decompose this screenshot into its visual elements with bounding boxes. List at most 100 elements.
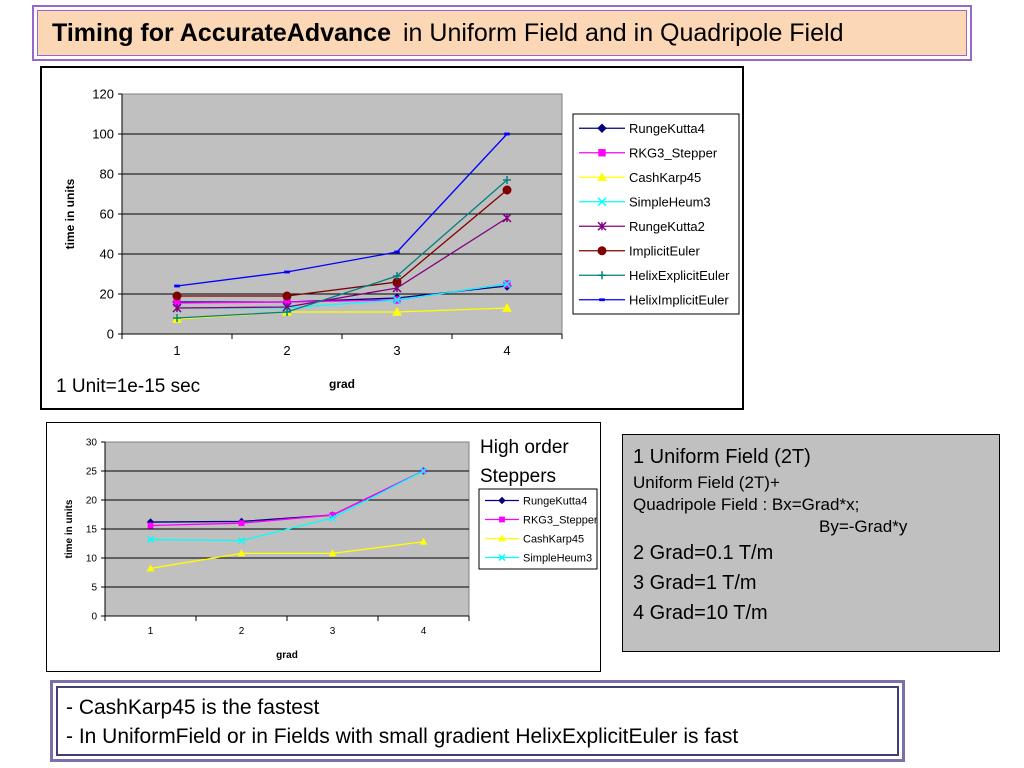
chart-high-order-steppers-svg: 0 5 10 15 20 25 30 1 2 3 4 grad time in units RungeKu… [64, 438, 598, 662]
slide-title-bold: Timing for AccurateAdvance [52, 18, 391, 47]
chart2-legend-label-rungekutta4: RungeKutta4 [523, 495, 587, 507]
chart2-y-tick-label: 25 [86, 467, 98, 478]
chart1-legend-label-simpleheum3: SimpleHeum3 [629, 194, 711, 209]
chart2-legend-entry-cashkarp45: CashKarp45 [485, 533, 584, 545]
chart1-series-impliciteuler [172, 185, 512, 301]
chart1-series-rungekutta2 [172, 213, 512, 313]
chart2-point-simpleheum3 [237, 537, 246, 545]
slide-title-rest: in Uniform Field and in Quadripole Field [402, 18, 844, 47]
chart2-legend-entry-simpleheum3: SimpleHeum3 [485, 552, 592, 564]
chart2-legend-label-simpleheum3: SimpleHeum3 [523, 552, 592, 564]
chart2-legend-marker-rungekutta4 [498, 496, 506, 505]
chart1-x-axis-title: grad [329, 377, 355, 391]
chart2-legend-marker-rkg3-stepper [499, 516, 505, 523]
chart1-legend-entry-rkg3-stepper: RKG3_Stepper [579, 145, 718, 160]
chart2-y-tick-label: 5 [91, 583, 97, 594]
chart1-y-tick-label: 80 [100, 167, 114, 182]
chart2-y-tick-label: 20 [86, 496, 98, 507]
slide-title-frame: Timing for AccurateAdvance in Uniform Fi… [32, 5, 972, 61]
chart1-legend-box [572, 113, 740, 315]
chart1-legend-marker-heliximpliciteuler [599, 298, 605, 302]
chart1-series-line-impliciteuler [177, 189, 508, 297]
chart2-legend-label-cashkarp45: CashKarp45 [523, 533, 584, 545]
chart1-legend-entry-cashkarp45: CashKarp45 [579, 170, 701, 185]
chart2-x-axis-title: grad [276, 650, 298, 661]
chart1-x-tick-label: 1 [173, 343, 180, 358]
chart1-legend-label-impliciteuler: ImplicitEuler [629, 243, 700, 258]
chart2-point-simpleheum3 [146, 535, 155, 543]
chart1-point-impliciteuler [172, 291, 182, 301]
case-1-label: 1 Uniform Field (2T) [633, 446, 811, 468]
chart1-legend-entry-impliciteuler: ImplicitEuler [579, 243, 700, 258]
high-order-annotation: High order Steppers [480, 433, 569, 491]
chart1-point-cashkarp45 [502, 302, 512, 312]
test-cases-legend: 1 Uniform Field (2T) Uniform Field (2T)+… [622, 434, 1000, 652]
chart1-legend-label-cashkarp45: CashKarp45 [629, 170, 701, 185]
chart1-y-tick-label: 100 [92, 127, 114, 142]
chart2-y-tick-label: 10 [86, 554, 98, 565]
chart1-legend-marker-rungekutta2 [597, 221, 607, 231]
chart2-point-cashkarp45 [328, 549, 337, 557]
chart1-y-tick-label: 60 [100, 207, 114, 222]
chart2-series-line-rkg3-stepper [150, 470, 424, 527]
chart2-legend-marker-cashkarp45 [498, 534, 506, 542]
chart1-legend-marker-cashkarp45 [597, 172, 607, 181]
chart1-point-helixexpliciteuler [173, 314, 181, 322]
chart-high-order-steppers: 0 5 10 15 20 25 30 1 2 3 4 grad time in units RungeKu… [46, 422, 601, 672]
chart2-legend-marker-simpleheum3 [498, 553, 506, 562]
chart1-point-heliximpliciteuler [394, 250, 400, 254]
chart1-legend-label-rungekutta2: RungeKutta2 [629, 219, 705, 234]
chart1-legend-entry-simpleheum3: SimpleHeum3 [579, 194, 711, 209]
chart1-legend-marker-helixexpliciteuler [598, 271, 606, 280]
chart1-point-impliciteuler [282, 291, 292, 301]
chart2-series-line-cashkarp45 [150, 541, 424, 570]
chart1-series-heliximpliciteuler [174, 132, 510, 288]
chart2-series-cashkarp45 [146, 537, 428, 572]
chart2-x-tick-label: 3 [330, 626, 336, 637]
chart1-legend: RungeKutta4 RKG3_Stepper CashKarp45 SimpleH… [572, 113, 740, 315]
chart1-point-impliciteuler [502, 185, 512, 195]
chart2-y-axis-title: time in units [64, 499, 75, 558]
conclusion-1: - CashKarp45 is the fastest [66, 696, 320, 719]
chart1-series-line-rungekutta2 [176, 217, 508, 309]
chart1-x-tick-label: 4 [503, 343, 510, 358]
chart1-x-tick-label: 2 [283, 343, 290, 358]
high-order-annotation-line2: Steppers [480, 466, 557, 487]
unit-note: 1 Unit=1e-15 sec [56, 376, 201, 397]
chart1-point-helixexpliciteuler [503, 176, 511, 184]
slide-title: Timing for AccurateAdvance in Uniform Fi… [37, 10, 967, 56]
chart2-point-rkg3-stepper [147, 522, 154, 529]
chart1-legend-entry-rungekutta4: RungeKutta4 [579, 121, 705, 136]
conclusions: - CashKarp45 is the fastest - In Uniform… [56, 686, 899, 756]
chart1-point-heliximpliciteuler [174, 284, 180, 288]
case-2-label: 2 Grad=0.1 T/m [633, 542, 774, 564]
chart-all-steppers-svg: 0 20 40 60 80 100 120 1 2 3 4 grad time in units Rung… [63, 87, 740, 391]
chart1-series-helixexpliciteuler [173, 176, 511, 322]
chart2-point-cashkarp45 [146, 564, 155, 572]
chart2-legend: RungeKutta4 RKG3_Stepper CashKarp45 SimpleH… [478, 488, 598, 570]
chart1-legend-marker-rungekutta4 [597, 123, 607, 133]
chart1-legend-entry-helixexpliciteuler: HelixExplicitEuler [579, 268, 730, 283]
chart1-point-helixexpliciteuler [283, 308, 291, 316]
chart1-y-tick-label: 40 [100, 247, 114, 262]
chart1-legend-marker-impliciteuler [597, 246, 607, 256]
chart2-y-tick-label: 0 [91, 612, 97, 623]
chart2-legend-entry-rungekutta4: RungeKutta4 [485, 495, 587, 507]
chart2-legend-entry-rkg3-stepper: RKG3_Stepper [485, 514, 598, 526]
chart1-legend-label-rkg3-stepper: RKG3_Stepper [629, 145, 718, 160]
chart2-x-tick-label: 1 [148, 626, 154, 637]
chart1-point-rungekutta2 [502, 213, 512, 223]
chart2-x-tick-label: 4 [421, 626, 427, 637]
chart1-point-simpleheum3 [502, 279, 512, 289]
chart1-legend-entry-rungekutta2: RungeKutta2 [579, 219, 705, 234]
chart2-series-line-simpleheum3 [150, 470, 424, 542]
chart1-point-cashkarp45 [392, 306, 402, 316]
chart2-gridlines [105, 470, 469, 588]
chart1-point-simpleheum3 [392, 295, 402, 305]
chart1-point-rungekutta2 [172, 303, 182, 313]
chart1-y-tick-label: 120 [92, 87, 114, 102]
chart2-series-simpleheum3 [146, 467, 428, 545]
chart2-x-tick-label: 2 [239, 626, 245, 637]
chart1-legend-marker-rkg3-stepper [598, 149, 606, 157]
chart1-series-line-heliximpliciteuler [176, 133, 508, 287]
